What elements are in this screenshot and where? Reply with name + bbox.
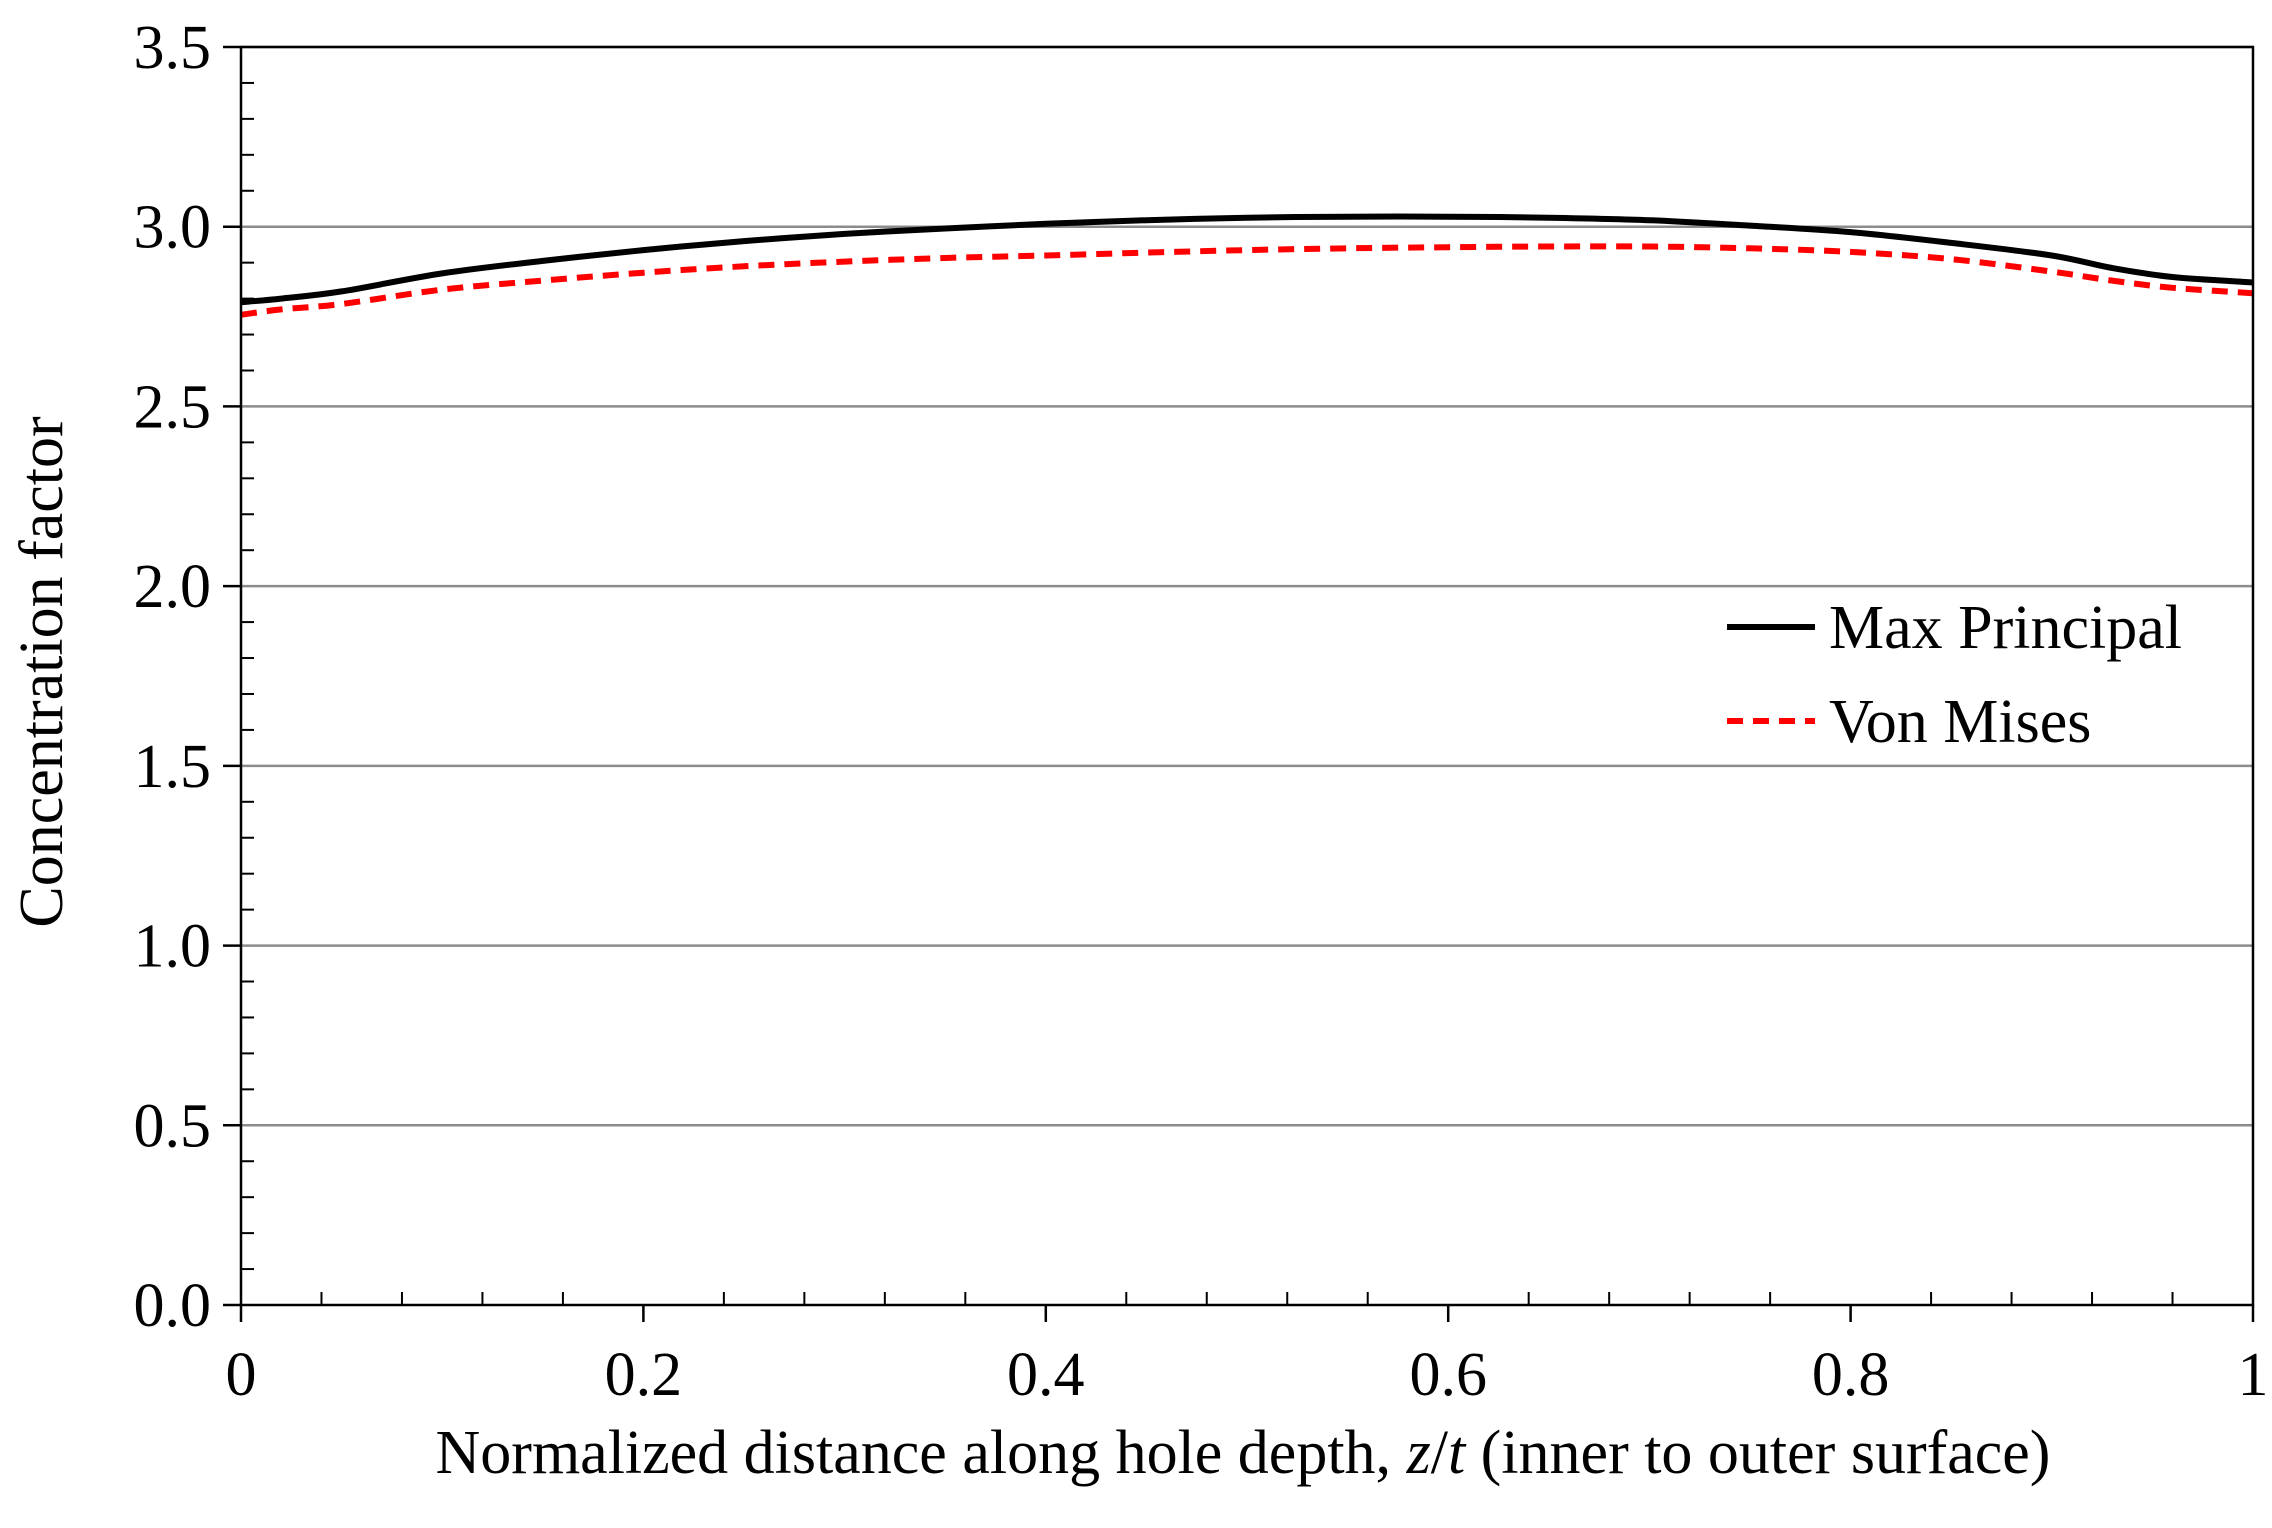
legend: Max Principal Von Mises xyxy=(1727,594,2182,756)
y-tick-label: 1.5 xyxy=(134,733,212,801)
plot-border xyxy=(239,45,2255,1307)
y-tick-label: 2.0 xyxy=(134,553,212,621)
series-line-max-principal xyxy=(240,213,2254,306)
y-tick-label: 3.0 xyxy=(134,194,212,262)
series-lines xyxy=(240,213,2254,318)
x-tick-label: 0.2 xyxy=(605,1341,683,1409)
x-tick-label: 0.4 xyxy=(1007,1341,1085,1409)
y-tick-label: 2.5 xyxy=(134,373,212,441)
y-axis-title: Concentration factor xyxy=(8,416,76,928)
axes xyxy=(223,45,2255,1322)
tick-labels: 0.0 0.5 1.0 1.5 2.0 2.5 3.0 3.5 0 0.2 0.4 0.6 0.8 1 xyxy=(134,14,2269,1409)
y-tick-label: 0.0 xyxy=(134,1272,212,1340)
x-tick-label: 1 xyxy=(2238,1341,2269,1409)
x-axis-title: Normalized distance along hole depth, z/… xyxy=(436,1419,2051,1487)
y-tick-label: 1.0 xyxy=(134,913,212,981)
legend-label-von-mises: Von Mises xyxy=(1829,688,2091,756)
legend-label-max-principal: Max Principal xyxy=(1829,594,2182,662)
x-tick-label: 0.8 xyxy=(1812,1341,1890,1409)
y-tick-label: 3.5 xyxy=(134,14,212,82)
x-tick-label: 0 xyxy=(226,1341,257,1409)
x-tick-label: 0.6 xyxy=(1409,1341,1487,1409)
y-tick-label: 0.5 xyxy=(134,1092,212,1160)
